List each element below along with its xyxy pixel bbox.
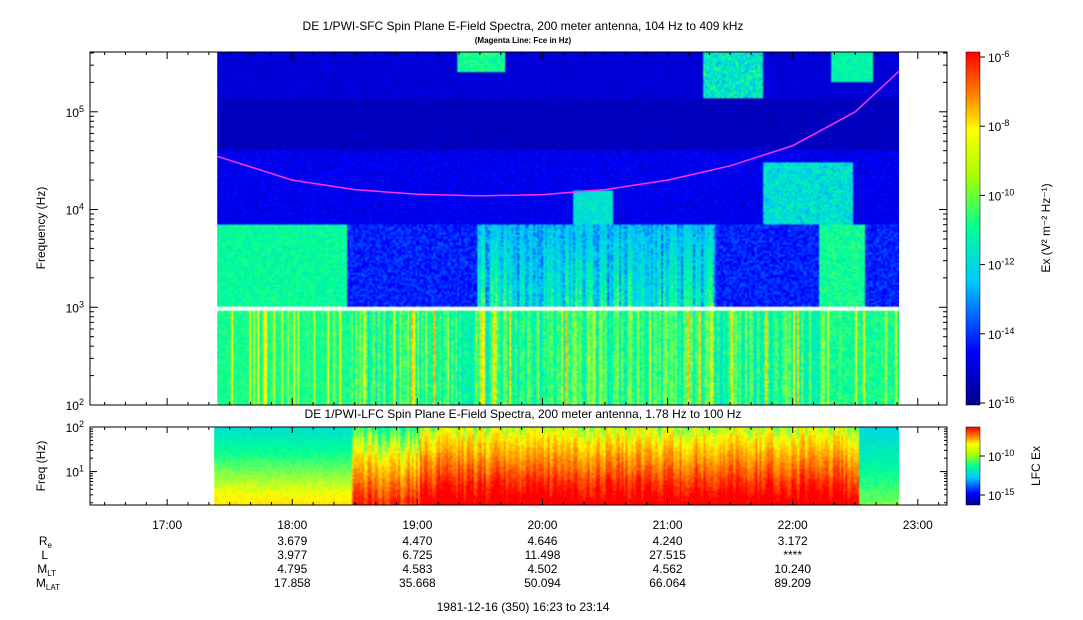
x-tick-label: 17:00 (152, 518, 182, 532)
ephemeris-row-label: MLAT (36, 576, 60, 592)
colorbar-tick-label: 10-12 (988, 257, 1014, 273)
colorbar-tick-label: 10-6 (988, 49, 1009, 65)
ephemeris-value: 27.515 (649, 548, 686, 562)
top-spectrogram (216, 52, 900, 405)
ephemeris-value: 4.502 (527, 562, 557, 576)
top-panel-subtitle: (Magenta Line: Fce in Hz) (475, 36, 572, 45)
ephemeris-value: 4.240 (653, 534, 683, 548)
bottom-plot-frame (89, 426, 948, 506)
bottom-y-tick-label: 101 (66, 464, 84, 480)
top-y-tick-label: 103 (66, 299, 84, 315)
colorbar-tick-label: 10-10 (988, 187, 1014, 203)
ephemeris-value: 4.795 (277, 562, 307, 576)
ephemeris-row-label: Re (39, 534, 53, 550)
x-tick-label: 19:00 (402, 518, 432, 532)
ephemeris-value: 89.209 (774, 576, 811, 590)
x-axis: 17:00 18:00 19:00 20:00 21:00 22:00 23:00 (104, 52, 940, 532)
bottom-y-ticks: 101 102 (66, 419, 947, 504)
bottom-colorbar-ticks: 10-10 10-15 (980, 448, 1014, 503)
x-tick-label: 20:00 (527, 518, 557, 532)
ephemeris-row-label: MLT (37, 562, 56, 578)
colorbar-tick-label: 10-10 (988, 448, 1014, 464)
bottom-spectrogram (214, 427, 900, 505)
x-tick-label: 18:00 (277, 518, 307, 532)
bottom-y-tick-label: 102 (66, 419, 84, 435)
ephemeris-value: 3.977 (277, 548, 307, 562)
time-range-footer: 1981-12-16 (350) 16:23 to 23:14 (437, 600, 610, 614)
top-spectrogram-image (217, 52, 900, 405)
x-tick-label: 22:00 (778, 518, 808, 532)
ephemeris-value: **** (783, 548, 802, 562)
ephemeris-table: Re 3.679 4.470 4.646 4.240 3.172 L 3.977 6.725 11… (36, 534, 811, 592)
top-colorbar-ticks: 10-6 10-8 10-10 10-12 10-14 10-16 (980, 49, 1014, 411)
top-y-tick-label: 104 (66, 202, 84, 218)
ephemeris-value: 35.668 (399, 576, 436, 590)
ephemeris-value: 4.562 (653, 562, 683, 576)
ephemeris-value: 11.498 (525, 548, 561, 562)
bottom-spectrogram-image (214, 427, 900, 505)
bottom-y-axis-label: Freq (Hz) (34, 441, 48, 492)
top-y-tick-label: 102 (66, 397, 84, 413)
top-y-ticks: 102 103 104 105 (66, 52, 947, 413)
bottom-colorbar-label: LFC Ex (1029, 446, 1043, 486)
x-tick-label: 21:00 (653, 518, 683, 532)
top-colorbar-label: Ex (V² m⁻² Hz⁻¹) (1039, 183, 1053, 272)
fce-line (216, 70, 900, 197)
top-plot-frame (89, 51, 948, 406)
ephemeris-row-label: L (41, 548, 48, 562)
top-colorbar (965, 51, 981, 406)
ephemeris-value: 17.858 (274, 576, 311, 590)
ephemeris-value: 4.583 (402, 562, 432, 576)
colorbar-tick-label: 10-14 (988, 326, 1014, 342)
colorbar-tick-label: 10-15 (988, 487, 1014, 503)
ephemeris-value: 4.646 (527, 534, 557, 548)
top-y-axis-label: Frequency (Hz) (34, 187, 48, 270)
colorbar-tick-label: 10-8 (988, 118, 1009, 134)
ephemeris-value: 10.240 (774, 562, 811, 576)
colorbar-tick-label: 10-16 (988, 395, 1014, 411)
bottom-panel-title: DE 1/PWI-LFC Spin Plane E-Field Spectra,… (305, 407, 742, 421)
ephemeris-value: 50.094 (524, 576, 561, 590)
bottom-colorbar (965, 426, 981, 506)
ephemeris-value: 6.725 (402, 548, 432, 562)
top-y-tick-label: 105 (66, 104, 84, 120)
ephemeris-value: 3.679 (277, 534, 307, 548)
ephemeris-value: 3.172 (778, 534, 808, 548)
ephemeris-value: 4.470 (402, 534, 432, 548)
ephemeris-value: 66.064 (649, 576, 686, 590)
x-tick-label: 23:00 (903, 518, 933, 532)
top-panel-title: DE 1/PWI-SFC Spin Plane E-Field Spectra,… (303, 19, 744, 33)
